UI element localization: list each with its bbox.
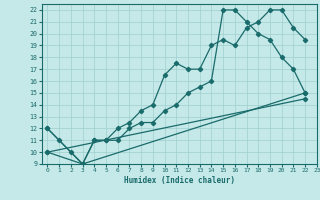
X-axis label: Humidex (Indice chaleur): Humidex (Indice chaleur) [124, 176, 235, 185]
